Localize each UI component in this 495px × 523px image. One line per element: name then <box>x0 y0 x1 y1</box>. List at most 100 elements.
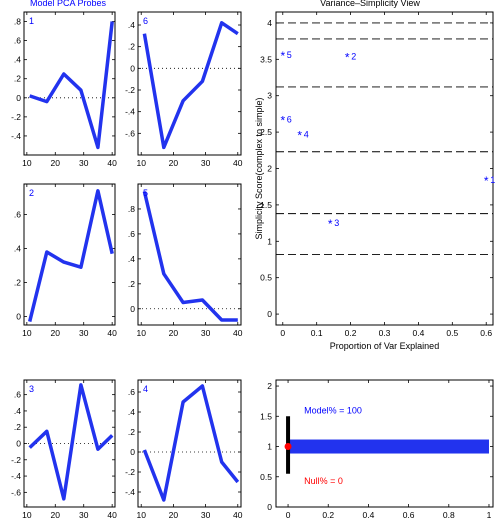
y-tick-label: -.6 <box>125 128 135 138</box>
y-tick-label: 2 <box>267 164 272 174</box>
y-tick-label: -.2 <box>125 467 135 477</box>
bar-panel-frame <box>275 379 494 508</box>
y-tick-label: 1 <box>267 442 272 452</box>
x-tick-label: 30 <box>79 510 89 520</box>
scatter-point-label: 3 <box>334 218 339 228</box>
x-tick-label: 0.6 <box>480 328 492 338</box>
probe-panel-2: 10 20 30 40 0 .2 .4 .6 2 <box>14 183 117 338</box>
y-tick-label: -.6 <box>11 487 21 497</box>
y-tick-label: 0.5 <box>260 472 272 482</box>
probe-panel-1: 10 20 30 40 -.4 -.2 0 .2 .4 .6 .8 1 <box>11 11 117 168</box>
null-marker <box>284 443 292 451</box>
y-tick-label: .2 <box>128 279 135 289</box>
scatter-point-label: 6 <box>287 115 292 125</box>
panel-number: 5 <box>143 188 148 198</box>
y-tick-label: 0 <box>130 63 135 73</box>
scatter-point: * <box>297 128 302 142</box>
x-tick-label: 40 <box>233 158 243 168</box>
y-tick-label: .6 <box>128 229 135 239</box>
y-tick-label: .2 <box>14 278 21 288</box>
probe-panel-frame <box>23 183 116 326</box>
y-tick-label: .4 <box>128 254 135 264</box>
x-tick-label: 0.1 <box>311 328 323 338</box>
y-tick-label: 0 <box>267 502 272 512</box>
scatter-point-label: 2 <box>351 51 356 61</box>
y-tick-label: .8 <box>14 17 21 27</box>
y-tick-label: -.2 <box>125 85 135 95</box>
scatter-point: * <box>484 174 489 188</box>
x-tick-label: 10 <box>136 510 146 520</box>
x-tick-label: 10 <box>22 510 32 520</box>
model-percent-label: Model% = 100 <box>304 405 362 415</box>
y-tick-label: 1.5 <box>260 200 272 210</box>
y-tick-label: 0 <box>267 309 272 319</box>
y-tick-label: -.4 <box>11 131 21 141</box>
y-tick-label: .2 <box>14 422 21 432</box>
y-tick-label: .2 <box>128 42 135 52</box>
y-tick-label: .4 <box>14 406 21 416</box>
panels: 10 20 30 40-.4-.20.2.4.6.8 110 20 30 40-.6-.4-.… <box>11 11 495 520</box>
x-tick-label: 0.6 <box>403 510 415 520</box>
scatter-point-label: 1 <box>490 175 495 185</box>
panel-number: 1 <box>29 16 34 26</box>
scatter-point-label: 5 <box>287 50 292 60</box>
y-tick-label: .6 <box>14 210 21 220</box>
y-tick-label: 0.5 <box>260 273 272 283</box>
x-tick-label: 10 <box>136 328 146 338</box>
x-tick-label: 0.3 <box>379 328 391 338</box>
model-null-panel: 0 0.2 0.4 0.6 0.8 1 0 0.5 1 1.5 2 Model% = 100 Null%… <box>260 379 494 520</box>
y-tick-label: -.2 <box>11 112 21 122</box>
x-tick-label: 30 <box>201 510 211 520</box>
x-tick-label: 20 <box>51 328 61 338</box>
x-tick-label: 0 <box>286 510 291 520</box>
right-panel-title: Variance–Simplicity View <box>320 0 420 8</box>
x-tick-label: 0.8 <box>443 510 455 520</box>
x-tick-label: 20 <box>169 510 179 520</box>
probe-panel-frame <box>137 183 242 326</box>
series-line <box>142 191 238 322</box>
null-percent-label: Null% = 0 <box>304 476 343 486</box>
y-tick-label: 0 <box>16 312 21 322</box>
x-tick-label: 20 <box>51 510 61 520</box>
y-tick-label: 0 <box>16 93 21 103</box>
scatter-point: * <box>280 114 285 128</box>
panel-number: 4 <box>143 384 148 394</box>
y-tick-label: .6 <box>14 390 21 400</box>
x-tick-label: 30 <box>201 328 211 338</box>
y-tick-label: 4 <box>267 18 272 28</box>
x-tick-label: 10 <box>22 158 32 168</box>
y-tick-label: 0 <box>130 447 135 457</box>
x-tick-label: 40 <box>107 510 117 520</box>
panel-number: 2 <box>29 188 34 198</box>
series-line <box>142 21 239 150</box>
probe-panel-4: 10 20 30 40 -.4 -.2 0 .2 .4 .6 4 <box>125 379 243 520</box>
scatter-point-label: 4 <box>304 129 309 139</box>
x-tick-label: 10 <box>136 158 146 168</box>
x-tick-label: 20 <box>169 158 179 168</box>
variance-simplicity-panel: 0 0.1 0.2 0.3 0.4 0.5 0.600.511.522.533.54* 1* 2… <box>254 11 495 351</box>
y-axis-label: Simplicity Score(complex to simple) <box>254 97 264 239</box>
y-tick-label: -.4 <box>125 487 135 497</box>
x-tick-label: 0.2 <box>322 510 334 520</box>
x-tick-label: 0.4 <box>412 328 424 338</box>
y-tick-label: 2 <box>267 381 272 391</box>
scatter-frame <box>275 11 494 326</box>
x-tick-label: 20 <box>169 328 179 338</box>
scatter-point: * <box>328 217 333 231</box>
probe-panel-frame <box>23 11 116 156</box>
y-tick-label: 3.5 <box>260 54 272 64</box>
y-tick-label: 2.5 <box>260 127 272 137</box>
scatter-point: * <box>345 50 350 64</box>
x-tick-label: 40 <box>107 328 117 338</box>
probe-panel-frame <box>137 11 242 156</box>
series-line <box>142 384 240 502</box>
y-tick-label: 0 <box>130 304 135 314</box>
probe-panel-6: 10 20 30 40 -.6 -.4 -.2 0 .2 .4 6 <box>125 11 243 168</box>
y-tick-label: .2 <box>14 74 21 84</box>
x-tick-label: 20 <box>51 158 61 168</box>
x-tick-label: 10 <box>22 328 32 338</box>
y-tick-label: -.4 <box>11 471 21 481</box>
x-tick-label: 0.4 <box>363 510 375 520</box>
scatter-point: * <box>280 49 285 63</box>
